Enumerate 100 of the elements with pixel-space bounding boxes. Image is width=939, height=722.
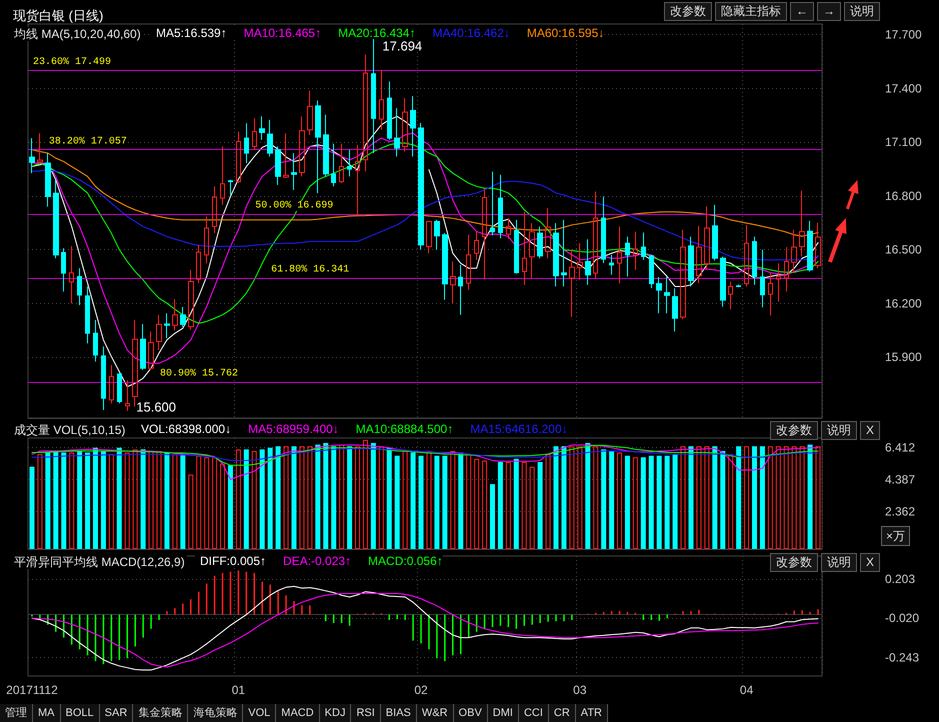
bar [776, 446, 781, 549]
y-tick-label: 17.100 [885, 135, 922, 150]
series-label: VOL:68398.000↓ [141, 422, 232, 436]
annotation: 17.694 [382, 38, 422, 54]
candlestick [109, 364, 114, 404]
candlestick [180, 306, 186, 328]
candlestick [593, 190, 598, 279]
button: 改参数 [770, 421, 818, 440]
candlestick [125, 380, 130, 412]
candlestick [514, 219, 519, 274]
text: MA5:16.539↑ [156, 26, 227, 40]
candlestick [410, 96, 416, 158]
candlestick [252, 118, 257, 150]
candlestick [45, 152, 51, 208]
candlestick [259, 116, 265, 140]
line-series [31, 142, 819, 324]
button: X [860, 421, 880, 440]
bar [37, 454, 42, 549]
button: ← [790, 2, 814, 21]
candlestick [680, 229, 686, 320]
bar [370, 443, 376, 549]
bar [617, 452, 622, 549]
bar [418, 456, 424, 549]
bar [124, 452, 130, 549]
bar [244, 449, 249, 549]
bar [29, 466, 34, 549]
bar [784, 446, 789, 549]
text: DEA:-0.023↑ [283, 554, 352, 568]
y-axis-title: ×万 [886, 529, 906, 543]
candlestick [561, 219, 567, 288]
text: MA60:16.595↓ [526, 26, 604, 40]
candlestick [355, 144, 360, 216]
candlestick [609, 254, 614, 276]
bar [546, 454, 551, 549]
bar [593, 446, 598, 549]
bar [402, 450, 408, 549]
candlestick [791, 229, 797, 274]
candlestick [228, 179, 233, 196]
candlestick [220, 146, 225, 206]
bar [85, 452, 90, 549]
annotation: 15.600 [136, 399, 176, 414]
bar [45, 452, 50, 549]
tab: SAR [100, 704, 134, 722]
text: MA20:16.434↑ [338, 26, 416, 40]
bar [450, 450, 456, 549]
candlestick [569, 249, 575, 318]
candlestick [156, 314, 162, 350]
bar [680, 446, 686, 549]
candlestick [85, 286, 90, 344]
candlestick [641, 232, 646, 260]
bar [378, 446, 384, 549]
tab: MACD [276, 704, 320, 722]
candlestick [744, 224, 749, 288]
bar [577, 446, 582, 549]
candlestick [784, 246, 789, 292]
bar [284, 446, 289, 549]
bar [624, 456, 630, 549]
candlestick [212, 186, 217, 234]
candlestick [188, 269, 194, 330]
candlestick [323, 114, 329, 177]
legend-title: 平滑异同平均线 MACD(12,26,9) [14, 555, 185, 569]
bar [268, 448, 273, 549]
bar [355, 446, 360, 549]
tab: DMI [488, 704, 519, 722]
bar [768, 446, 773, 549]
candlestick [601, 196, 606, 264]
candlestick [490, 171, 495, 236]
bar [554, 446, 559, 549]
bar [585, 443, 590, 549]
bar [704, 446, 710, 549]
bar [664, 456, 670, 549]
bar [712, 446, 718, 549]
bar [442, 456, 448, 549]
bar [394, 456, 400, 549]
candlestick [29, 138, 35, 174]
candlestick [164, 312, 170, 339]
bar [276, 446, 281, 549]
bar [506, 462, 511, 549]
bar [656, 456, 662, 549]
bar [116, 448, 122, 549]
bar [688, 446, 694, 549]
candlestick [379, 69, 384, 130]
candlestick [117, 372, 122, 404]
candlestick [625, 236, 630, 278]
bar [140, 449, 146, 549]
bar [720, 450, 726, 549]
bar [816, 446, 821, 549]
candlestick [315, 100, 321, 194]
bar [426, 450, 432, 549]
tab: KDJ [320, 704, 352, 722]
ref-line-label: 61.80% 16.341 [271, 264, 350, 276]
bar [498, 462, 503, 549]
tab: BOLL [60, 704, 100, 722]
y-tick-label: 16.500 [885, 242, 922, 257]
candlestick [529, 222, 535, 279]
candlestick [617, 226, 622, 284]
x-tick-label: 04 [740, 683, 754, 697]
bar [100, 450, 106, 549]
bar [172, 454, 178, 549]
candlestick [553, 222, 559, 288]
